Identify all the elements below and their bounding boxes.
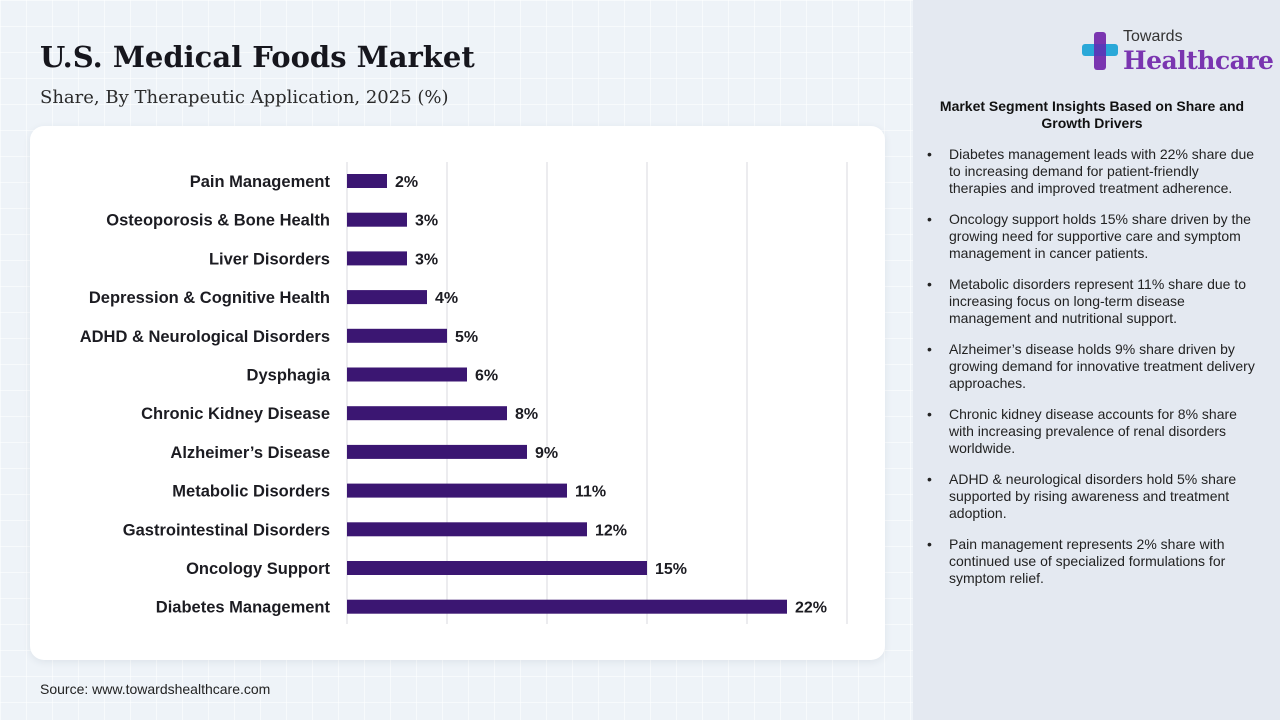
insight-item: • Diabetes management leads with 22% shar… bbox=[927, 146, 1257, 197]
value-label: 22% bbox=[795, 600, 827, 617]
source-note[interactable]: Source: www.towardshealthcare.com bbox=[40, 681, 271, 697]
category-label: Gastrointestinal Disorders bbox=[123, 521, 330, 539]
insight-item: • Metabolic disorders represent 11% share… bbox=[927, 276, 1257, 327]
insight-item: • Alzheimer’s disease holds 9% share driv… bbox=[927, 341, 1257, 392]
bar bbox=[347, 367, 467, 382]
bar bbox=[347, 599, 787, 614]
category-label: Depression & Cognitive Health bbox=[89, 289, 330, 307]
value-label: 12% bbox=[595, 522, 627, 539]
brand-name-top: Towards bbox=[1123, 28, 1183, 45]
brand-name-main: Healthcare bbox=[1123, 46, 1274, 75]
bar bbox=[347, 561, 647, 575]
bar bbox=[347, 212, 407, 227]
insights-list: • Diabetes management leads with 22% shar… bbox=[927, 146, 1257, 601]
value-label: 8% bbox=[515, 406, 538, 423]
bullet-icon: • bbox=[927, 276, 932, 292]
chart-title: U.S. Medical Foods Market bbox=[40, 40, 475, 74]
insight-text: Pain management represents 2% share with… bbox=[949, 536, 1226, 586]
insight-text: Chronic kidney disease accounts for 8% s… bbox=[949, 406, 1237, 456]
category-label: Alzheimer’s Disease bbox=[170, 444, 330, 462]
insight-item: • Oncology support holds 15% share driven… bbox=[927, 211, 1257, 262]
bullet-icon: • bbox=[927, 406, 932, 422]
bar bbox=[347, 444, 527, 459]
chart-subtitle: Share, By Therapeutic Application, 2025 … bbox=[40, 87, 449, 108]
insight-text: Diabetes management leads with 22% share… bbox=[949, 146, 1255, 196]
bar bbox=[347, 406, 507, 421]
bar bbox=[347, 483, 567, 498]
insight-text: Metabolic disorders represent 11% share … bbox=[949, 276, 1247, 326]
category-label: Oncology Support bbox=[186, 560, 330, 578]
bullet-icon: • bbox=[927, 471, 932, 487]
insight-item: • Pain management represents 2% share wit… bbox=[927, 536, 1257, 587]
bar bbox=[347, 290, 427, 305]
panel-heading: Market Segment Insights Based on Share a… bbox=[939, 98, 1245, 131]
bullet-icon: • bbox=[927, 146, 932, 162]
bar bbox=[347, 251, 407, 266]
value-label: 6% bbox=[475, 368, 498, 385]
category-label: Pain Management bbox=[190, 173, 331, 191]
insight-text: Alzheimer’s disease holds 9% share drive… bbox=[949, 341, 1255, 391]
value-label: 9% bbox=[535, 445, 558, 462]
insight-text: Oncology support holds 15% share driven … bbox=[949, 211, 1251, 261]
bar-chart: Pain Management 2% Osteoporosis & Bone Hea… bbox=[80, 162, 848, 624]
bullet-icon: • bbox=[927, 211, 932, 227]
category-label: Metabolic Disorders bbox=[172, 483, 330, 501]
brand-logo[interactable]: Towards Healthcare bbox=[1081, 28, 1274, 78]
category-label: ADHD & Neurological Disorders bbox=[80, 328, 330, 346]
insight-item: • Chronic kidney disease accounts for 8% … bbox=[927, 406, 1257, 457]
category-label: Chronic Kidney Disease bbox=[141, 405, 330, 423]
category-label: Liver Disorders bbox=[209, 250, 330, 268]
category-label: Dysphagia bbox=[247, 367, 331, 385]
value-label: 15% bbox=[655, 561, 687, 578]
bar bbox=[347, 174, 387, 188]
chart-card: Pain Management 2% Osteoporosis & Bone Hea… bbox=[30, 126, 885, 660]
value-label: 4% bbox=[435, 290, 458, 307]
value-label: 2% bbox=[395, 174, 418, 191]
category-label: Diabetes Management bbox=[156, 599, 331, 617]
value-label: 3% bbox=[415, 213, 438, 230]
bar bbox=[347, 522, 587, 537]
insight-item: • ADHD & neurological disorders hold 5% s… bbox=[927, 471, 1257, 522]
insight-text: ADHD & neurological disorders hold 5% sh… bbox=[949, 471, 1237, 521]
value-label: 11% bbox=[575, 484, 606, 501]
value-label: 3% bbox=[415, 251, 438, 268]
insights-panel: Towards Healthcare Market Segment Insigh… bbox=[913, 0, 1280, 720]
brand-cross-icon bbox=[1082, 32, 1118, 70]
value-label: 5% bbox=[455, 329, 478, 346]
bullet-icon: • bbox=[927, 536, 932, 552]
bullet-icon: • bbox=[927, 341, 932, 357]
bar bbox=[347, 328, 447, 343]
category-label: Osteoporosis & Bone Health bbox=[106, 212, 330, 230]
